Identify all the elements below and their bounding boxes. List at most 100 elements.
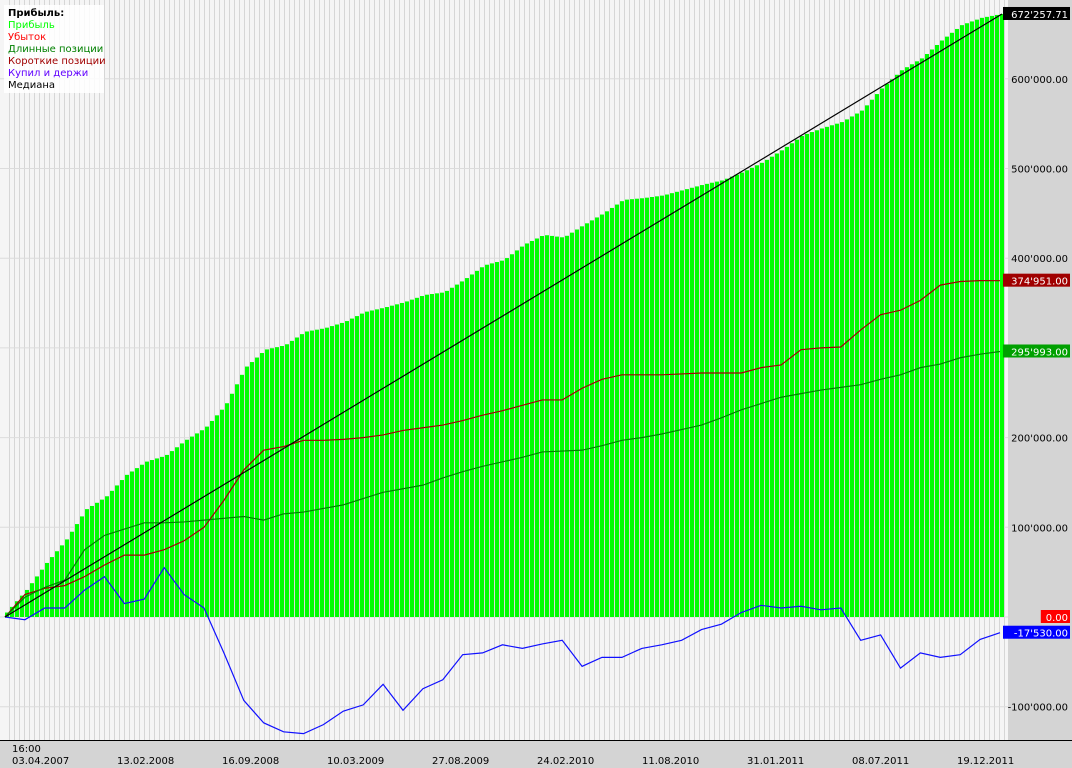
profit-bar (700, 185, 704, 617)
profit-bar (605, 211, 609, 618)
profit-bar (185, 439, 189, 617)
profit-bar (840, 122, 844, 617)
profit-bar (525, 243, 529, 617)
x-axis-panel (0, 740, 1008, 768)
profit-bar (265, 349, 269, 617)
profit-bar (260, 353, 264, 617)
profit-bar (215, 415, 219, 617)
x-tick-label: 13.02.2008 (117, 756, 174, 767)
y-axis: 600'000.00 500'000.00 400'000.00 200'000.00… (1008, 75, 1068, 714)
profit-bar (135, 468, 139, 617)
x-tick-label: 19.12.2011 (957, 756, 1014, 767)
profit-bar (510, 254, 514, 617)
profit-bar (130, 471, 134, 617)
profit-bar (230, 393, 234, 617)
profit-bar (275, 347, 279, 617)
profit-bar (80, 516, 84, 617)
profit-bar (735, 174, 739, 617)
profit-bar (145, 461, 149, 617)
profit-bar (835, 123, 839, 617)
profit-bar (300, 334, 304, 617)
profit-bar (765, 159, 769, 617)
x-tick-label: 27.08.2009 (432, 756, 489, 767)
profit-bar (10, 606, 14, 617)
profit-bar (960, 25, 964, 618)
profit-bar (990, 15, 994, 618)
profit-bar (625, 199, 629, 617)
profit-bar (480, 267, 484, 617)
profit-bar (340, 322, 344, 617)
profit-bar (860, 110, 864, 617)
profit-bars (5, 13, 1004, 618)
profit-bar (385, 307, 389, 617)
profit-bar (850, 116, 854, 617)
profit-bar (485, 264, 489, 617)
profit-bar (590, 220, 594, 617)
y-tick-label: -100'000.00 (1008, 703, 1068, 714)
profit-bar (825, 126, 829, 617)
profit-bar (45, 562, 49, 617)
profit-bar (895, 74, 899, 618)
last-value-label: 374'951.00 (1011, 277, 1068, 288)
profit-bar (580, 226, 584, 617)
profit-bar (545, 235, 549, 617)
profit-bar (305, 331, 309, 617)
profit-bar (875, 94, 879, 617)
profit-bar (450, 287, 454, 617)
profit-bar (915, 61, 919, 617)
last-value-label: 295'993.00 (1011, 347, 1068, 358)
profit-bar (140, 464, 144, 617)
profit-bar (225, 403, 229, 617)
profit-bar (640, 198, 644, 617)
profit-bar (250, 362, 254, 617)
profit-bar (115, 485, 119, 617)
profit-bar (930, 49, 934, 617)
profit-bar (1000, 13, 1004, 617)
profit-bar (610, 207, 614, 617)
legend-background (4, 5, 104, 93)
profit-bar (815, 130, 819, 617)
profit-bar (125, 474, 129, 617)
legend-entry: Прибыль (8, 20, 55, 31)
profit-bar (85, 509, 89, 617)
profit-bar (680, 190, 684, 617)
profit-bar (270, 348, 274, 617)
x-tick-label: 08.07.2011 (852, 756, 909, 767)
x-tick-label: 24.02.2010 (537, 756, 594, 767)
profit-bar (945, 36, 949, 617)
profit-bar (980, 17, 984, 617)
y-tick-label: 100'000.00 (1011, 523, 1068, 534)
profit-bar (195, 433, 199, 617)
profit-bar (570, 232, 574, 617)
series-lines (4, 13, 1003, 735)
profit-bar (795, 139, 799, 617)
profit-bar (105, 496, 109, 617)
profit-bar (40, 569, 44, 617)
profit-bar (515, 250, 519, 618)
legend-entry: Короткие позиции (8, 56, 106, 67)
profit-bar (555, 236, 559, 617)
profit-bar (540, 236, 544, 617)
profit-bar (685, 189, 689, 617)
profit-bar (365, 311, 369, 617)
profit-bar (950, 32, 954, 617)
profit-bar (595, 217, 599, 618)
profit-bar (775, 153, 779, 617)
legend-entry: Длинные позиции (8, 44, 103, 55)
profit-bar (650, 196, 654, 618)
legend-title: Прибыль: (8, 7, 64, 19)
profit-bar (900, 70, 904, 617)
profit-bar (475, 270, 479, 617)
profit-bar (335, 324, 339, 617)
last-value-badge (1040, 610, 1070, 623)
profit-bar (390, 305, 394, 617)
x-tick-label: 03.04.2007 (12, 756, 69, 767)
profit-bar (530, 240, 534, 618)
profit-bar (575, 229, 579, 617)
profit-bar (725, 178, 729, 617)
profit-bar (985, 16, 989, 618)
profit-bar (630, 199, 634, 617)
profit-bar (665, 194, 669, 617)
profit-bar (520, 246, 524, 617)
profit-bar (295, 337, 299, 617)
